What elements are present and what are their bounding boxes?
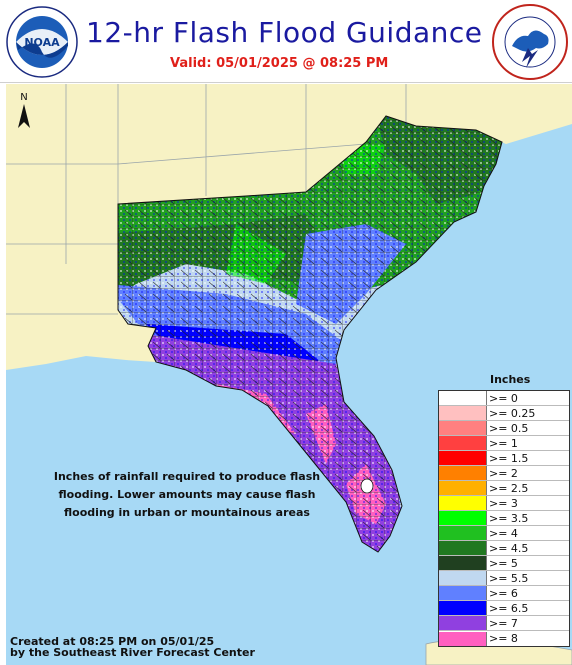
- legend-item: >= 1.5: [439, 451, 569, 466]
- legend-item: >= 2: [439, 466, 569, 481]
- legend-label: >= 0: [489, 391, 518, 405]
- legend-swatch: [439, 601, 487, 615]
- map-note: Inches of rainfall required to produce f…: [42, 468, 332, 522]
- legend-swatch: [439, 556, 487, 570]
- legend-item: >= 1: [439, 436, 569, 451]
- legend-title: Inches: [490, 373, 531, 386]
- legend-label: >= 8: [489, 632, 518, 645]
- page-title: 12-hr Flash Flood Guidance: [86, 16, 483, 49]
- legend-swatch: [439, 481, 487, 495]
- map-svg: N: [6, 84, 572, 665]
- legend-label: >= 6: [489, 586, 518, 600]
- legend-item: >= 3.5: [439, 511, 569, 526]
- legend-swatch: [439, 616, 487, 630]
- legend-swatch: [439, 526, 487, 540]
- legend-label: >= 0.5: [489, 421, 529, 435]
- note-line: flooding in urban or mountainous areas: [64, 506, 310, 519]
- legend-label: >= 2: [489, 466, 518, 480]
- noaa-logo: NOAA: [6, 6, 78, 78]
- legend-label: >= 2.5: [489, 481, 529, 495]
- legend-item: >= 6: [439, 586, 569, 601]
- legend-item: >= 7: [439, 616, 569, 631]
- svg-text:NOAA: NOAA: [24, 36, 60, 49]
- legend-label: >= 5.5: [489, 571, 529, 585]
- legend-item: >= 6.5: [439, 601, 569, 616]
- legend-swatch: [439, 586, 487, 600]
- legend-swatch: [439, 511, 487, 525]
- legend-item: >= 0.25: [439, 406, 569, 421]
- credit: Created at 08:25 PM on 05/01/25 by the S…: [10, 636, 255, 658]
- legend-swatch: [439, 406, 487, 420]
- credit-line: Created at 08:25 PM on 05/01/25: [10, 635, 215, 648]
- legend-swatch: [439, 451, 487, 465]
- land-area: [6, 84, 572, 370]
- legend-label: >= 1: [489, 436, 518, 450]
- note-line: flooding. Lower amounts may cause flash: [58, 488, 316, 501]
- legend-swatch: [439, 631, 487, 646]
- legend-label: >= 4.5: [489, 541, 529, 555]
- legend-item: >= 4: [439, 526, 569, 541]
- svg-text:N: N: [20, 92, 27, 103]
- legend-item: >= 5.5: [439, 571, 569, 586]
- legend-label: >= 1.5: [489, 451, 529, 465]
- legend-label: >= 4: [489, 526, 518, 540]
- legend: >= 0 >= 0.25 >= 0.5 >= 1 >= 1.5 >= 2 >= 2.5 >= …: [438, 390, 570, 647]
- legend-label: >= 6.5: [489, 601, 529, 615]
- legend-item: >= 0: [439, 391, 569, 406]
- legend-swatch: [439, 466, 487, 480]
- legend-swatch: [439, 391, 487, 405]
- legend-item: >= 4.5: [439, 541, 569, 556]
- valid-time: Valid: 05/01/2025 @ 08:25 PM: [170, 56, 389, 71]
- legend-swatch: [439, 436, 487, 450]
- legend-label: >= 5: [489, 556, 518, 570]
- legend-label: >= 3.5: [489, 511, 529, 525]
- nws-logo: [492, 4, 568, 80]
- note-line: Inches of rainfall required to produce f…: [53, 470, 321, 483]
- legend-item: >= 0.5: [439, 421, 569, 436]
- legend-label: >= 0.25: [489, 406, 536, 420]
- legend-swatch: [439, 496, 487, 510]
- legend-item: >= 2.5: [439, 481, 569, 496]
- north-arrow: N: [18, 92, 30, 128]
- legend-label: >= 7: [489, 616, 518, 630]
- legend-item: >= 3: [439, 496, 569, 511]
- legend-item: >= 5: [439, 556, 569, 571]
- legend-swatch: [439, 571, 487, 585]
- lake-okeechobee: [360, 478, 374, 494]
- header: NOAA 12-hr Flash Flood Guidance Valid: 0…: [0, 0, 572, 83]
- legend-swatch: [439, 541, 487, 555]
- legend-label: >= 3: [489, 496, 518, 510]
- legend-item: >= 8: [439, 631, 569, 646]
- credit-line: by the Southeast River Forecast Center: [10, 646, 255, 659]
- legend-swatch: [439, 421, 487, 435]
